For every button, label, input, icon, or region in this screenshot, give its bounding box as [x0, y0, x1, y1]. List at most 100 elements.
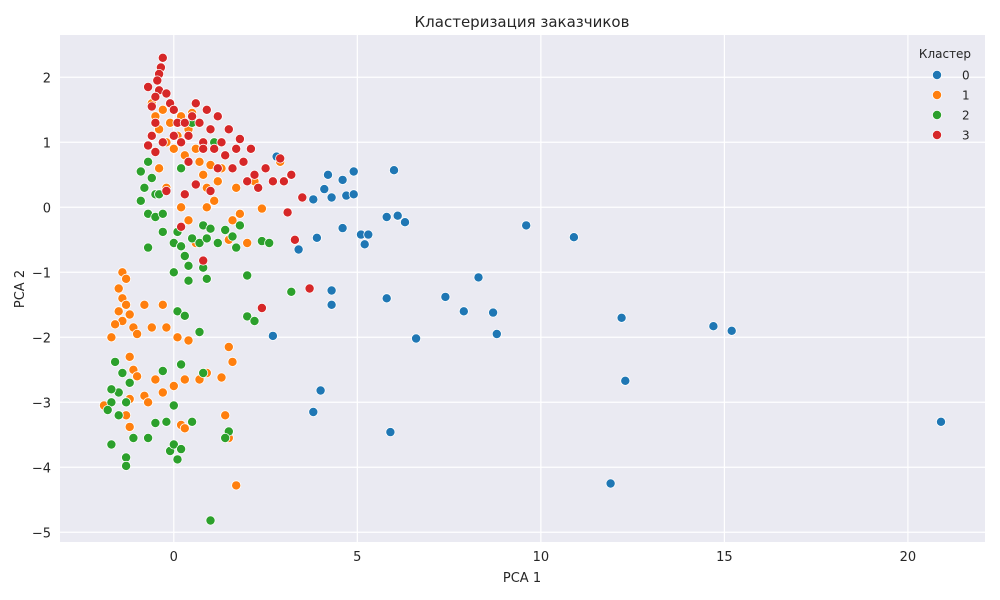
data-point: [150, 117, 161, 128]
data-point: [388, 165, 399, 176]
data-point: [143, 397, 154, 408]
data-point: [157, 365, 168, 376]
y-tick-label: −2: [32, 331, 51, 346]
legend-label: 3: [962, 129, 970, 143]
data-point: [198, 143, 209, 154]
data-point: [220, 224, 231, 235]
data-point: [458, 306, 469, 317]
data-point: [146, 130, 157, 141]
data-point: [616, 312, 627, 323]
data-point: [227, 356, 238, 367]
data-point: [253, 182, 264, 193]
legend-marker: [932, 90, 943, 101]
data-point: [363, 229, 374, 240]
data-point: [234, 208, 245, 219]
chart-title: Кластеризация заказчиков: [415, 13, 630, 31]
data-point: [168, 130, 179, 141]
data-point: [106, 384, 117, 395]
data-point: [135, 195, 146, 206]
data-point: [154, 163, 165, 174]
data-point: [187, 111, 198, 122]
data-point: [201, 202, 212, 213]
data-point: [113, 283, 124, 294]
data-point: [326, 299, 337, 310]
data-point: [124, 351, 135, 362]
legend-marker: [932, 70, 943, 81]
data-point: [198, 367, 209, 378]
data-point: [286, 169, 297, 180]
data-point: [132, 328, 143, 339]
data-point: [231, 182, 242, 193]
data-point: [381, 211, 392, 222]
data-point: [242, 311, 253, 322]
data-point: [238, 156, 249, 167]
data-point: [190, 98, 201, 109]
data-point: [157, 387, 168, 398]
data-point: [187, 233, 198, 244]
data-point: [216, 137, 227, 148]
series-0: [267, 151, 947, 489]
legend-label: 0: [962, 69, 970, 83]
data-point: [205, 185, 216, 196]
data-point: [297, 192, 308, 203]
data-point: [183, 335, 194, 346]
data-point: [198, 255, 209, 266]
data-point: [223, 124, 234, 135]
data-point: [231, 143, 242, 154]
x-axis-label: PCA 1: [503, 571, 541, 586]
data-point: [293, 244, 304, 255]
data-point: [179, 310, 190, 321]
data-point: [201, 273, 212, 284]
legend-items: 0 1 2 3: [932, 69, 970, 143]
data-point: [359, 239, 370, 250]
data-point: [201, 104, 212, 115]
data-point: [411, 333, 422, 344]
data-point: [936, 416, 947, 427]
data-point: [216, 372, 227, 383]
y-tick-label: 1: [43, 136, 51, 151]
data-point: [176, 241, 187, 252]
data-point: [286, 286, 297, 297]
legend-marker: [932, 110, 943, 121]
data-point: [282, 207, 293, 218]
data-point: [194, 237, 205, 248]
data-point: [113, 306, 124, 317]
data-point: [194, 156, 205, 167]
data-point: [311, 232, 322, 243]
data-point: [289, 234, 300, 245]
data-point: [322, 169, 333, 180]
data-point: [194, 326, 205, 337]
data-point: [157, 104, 168, 115]
data-point: [124, 377, 135, 388]
data-point: [183, 130, 194, 141]
y-tick-labels: −5 −4 −3 −2 −1 0 1 2: [32, 71, 51, 541]
data-point: [385, 427, 396, 438]
data-point: [161, 322, 172, 333]
data-point: [157, 52, 168, 63]
legend-marker: [932, 129, 943, 140]
data-point: [392, 210, 403, 221]
y-tick-label: −3: [32, 396, 51, 411]
data-point: [249, 169, 260, 180]
data-point: [139, 182, 150, 193]
data-point: [176, 444, 187, 455]
x-tick-label: 15: [716, 550, 733, 565]
data-point: [198, 169, 209, 180]
data-point: [275, 153, 286, 164]
data-point: [308, 194, 319, 205]
data-point: [168, 143, 179, 154]
data-point: [150, 417, 161, 428]
y-tick-label: −1: [32, 266, 51, 281]
data-point: [172, 306, 183, 317]
data-point: [220, 150, 231, 161]
x-tick-label: 10: [533, 550, 550, 565]
data-point: [183, 275, 194, 286]
y-axis-label: PCA 2: [13, 270, 28, 308]
data-point: [220, 410, 231, 421]
data-point: [227, 231, 238, 242]
data-point: [152, 75, 163, 86]
data-point: [227, 163, 238, 174]
data-point: [491, 328, 502, 339]
data-point: [150, 146, 161, 157]
y-tick-label: 2: [43, 71, 51, 86]
